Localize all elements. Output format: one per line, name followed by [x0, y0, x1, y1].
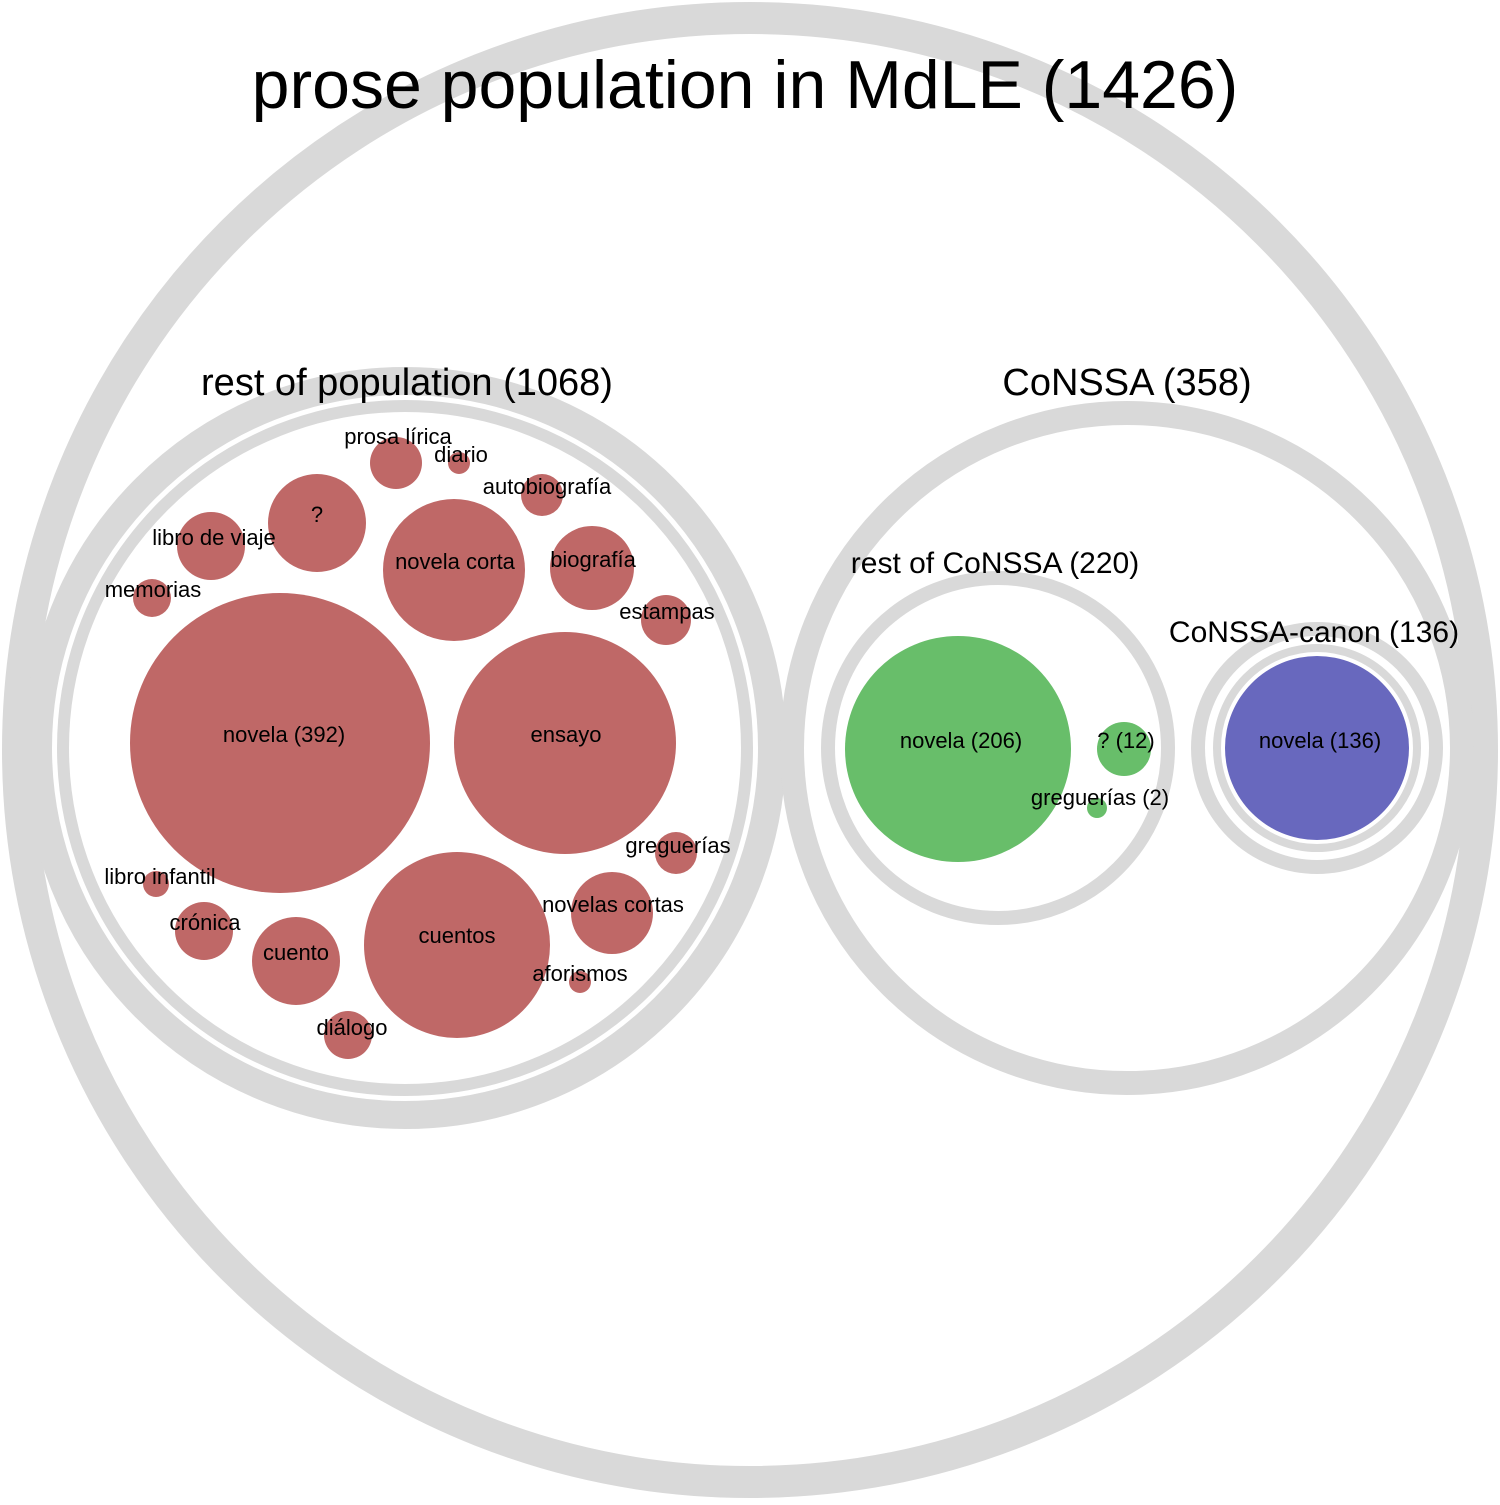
label-libro-infantil: libro infantil	[104, 864, 215, 889]
label-novelas-cortas: novelas cortas	[542, 892, 684, 917]
bubble-ensayo	[454, 632, 676, 854]
bubble-biografia	[550, 526, 634, 610]
label-dialogo: diálogo	[317, 1015, 388, 1040]
rest-of-conssa-ring	[821, 571, 1175, 925]
rest-of-population-outer-ring	[24, 367, 786, 1129]
label-cuentos: cuentos	[418, 923, 495, 948]
rest-of-population-label: rest of population (1068)	[201, 362, 613, 404]
label-canon-novela: novela (136)	[1259, 728, 1381, 753]
bubble-canon-novela	[1225, 656, 1409, 840]
bubble-cuentos	[364, 852, 550, 1038]
bubble-conssa-question	[1097, 722, 1151, 776]
label-greguerias: greguerías	[625, 833, 730, 858]
bubble-cronica	[175, 902, 233, 960]
bubble-libro-infantil	[143, 871, 169, 897]
rest-of-population-inner-ring	[57, 400, 753, 1096]
conssa-canon-label: CoNSSA-canon (136)	[1169, 616, 1459, 649]
conssa-ring	[780, 401, 1474, 1095]
conssa-canon-inner-ring	[1213, 644, 1421, 852]
bubble-greguerias	[655, 832, 697, 874]
label-cuento: cuento	[263, 940, 329, 965]
bubble-conssa-novela	[845, 636, 1071, 862]
label-aforismos: aforismos	[532, 961, 627, 986]
bubble-prosa-lirica	[370, 437, 422, 489]
bubble-question	[268, 474, 366, 572]
label-cronica: crónica	[170, 910, 242, 935]
bubble-estampas	[641, 595, 691, 645]
rest-of-population-bubbles	[130, 437, 697, 1059]
label-prosa-lirica: prosa lírica	[344, 424, 452, 449]
label-ensayo: ensayo	[531, 722, 602, 747]
bubble-cuento	[252, 917, 340, 1005]
label-biografia: biografía	[550, 547, 636, 572]
label-diario: diario	[434, 442, 488, 467]
bubble-memorias	[133, 579, 171, 617]
label-conssa-greguerias: greguerías (2)	[1031, 785, 1169, 810]
bubble-aforismos	[569, 971, 591, 993]
label-memorias: memorias	[105, 577, 202, 602]
bubble-novelas-cortas	[571, 872, 653, 954]
bubble-conssa-greguerias	[1087, 798, 1107, 818]
conssa-label: CoNSSA (358)	[1002, 362, 1251, 404]
label-conssa-question: ? (12)	[1097, 728, 1154, 753]
rest-of-conssa-bubbles	[845, 636, 1151, 862]
label-conssa-novela: novela (206)	[900, 728, 1022, 753]
label-novela-corta: novela corta	[395, 549, 516, 574]
label-novela: novela (392)	[223, 722, 345, 747]
label-autobiografia: autobiografía	[483, 474, 612, 499]
bubble-novela-corta	[383, 499, 525, 641]
conssa-canon-outer-ring	[1191, 622, 1443, 874]
bubble-libro-de-viaje	[177, 512, 245, 580]
label-libro-de-viaje: libro de viaje	[152, 525, 276, 550]
bubble-novela	[130, 593, 430, 893]
bubble-autobiografia	[521, 474, 563, 516]
label-question: ?	[311, 502, 323, 527]
bubble-diario	[448, 452, 470, 474]
label-estampas: estampas	[619, 599, 714, 624]
chart-title: prose population in MdLE (1426)	[252, 47, 1239, 123]
rest-of-conssa-label: rest of CoNSSA (220)	[851, 547, 1139, 580]
bubble-dialogo	[324, 1011, 372, 1059]
conssa-canon-bubbles	[1225, 656, 1409, 840]
